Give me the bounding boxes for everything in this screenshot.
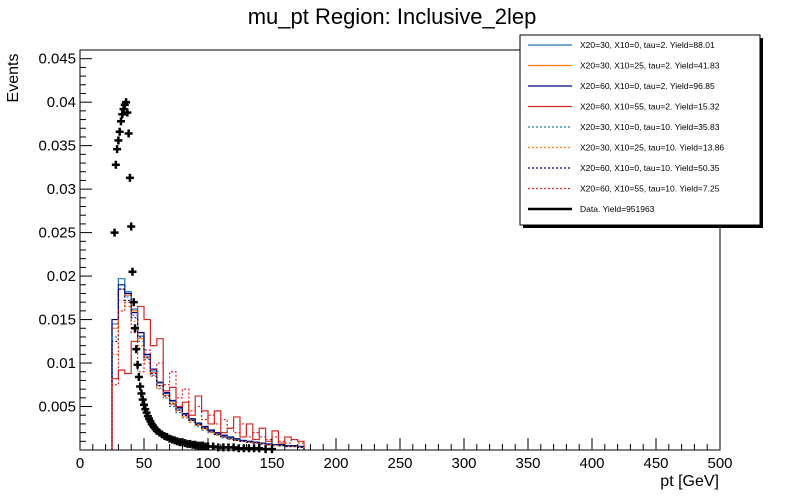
data-point: [114, 136, 123, 145]
data-point: [136, 382, 145, 391]
y-tick-label: 0.025: [38, 225, 76, 242]
y-tick-label: 0.045: [38, 51, 76, 68]
data-point: [122, 98, 131, 107]
data-point: [128, 267, 137, 276]
x-tick-label: 450: [643, 455, 668, 472]
x-tick-label: 250: [387, 455, 412, 472]
data-point: [134, 372, 143, 381]
y-tick-label: 0.03: [47, 181, 76, 198]
legend: X20=30, X10=0, tau=2. Yield=88.01 X20=30,…: [519, 34, 763, 228]
y-tick-label: 0.01: [47, 355, 76, 372]
x-tick-label: 0: [76, 455, 84, 472]
legend-entry-label: X20=30, X10=25, tau=2. Yield=41.83: [580, 61, 720, 71]
data-point: [116, 117, 125, 126]
data-point: [129, 298, 138, 307]
y-tick-label: 0.04: [47, 94, 76, 111]
x-tick-label: 500: [707, 455, 732, 472]
y-tick-label: 0.035: [38, 138, 76, 155]
x-tick-label: 300: [451, 455, 476, 472]
data-point: [110, 228, 119, 237]
legend-entry-label: X20=60, X10=55, tau=2. Yield=15.32: [580, 102, 720, 112]
data-point: [113, 145, 122, 154]
data-point: [127, 222, 136, 231]
histogram-series-8: [111, 301, 305, 450]
axes: 0 50 100 150 200 250 300 350 400 450 500 0.005 0.01 0…: [38, 51, 732, 472]
y-tick-label: 0.015: [38, 312, 76, 329]
histogram-series-7: [111, 288, 305, 450]
y-axis-label: Events: [5, 54, 22, 103]
legend-box: [519, 34, 761, 226]
histogram-series-6: [111, 299, 305, 450]
x-tick-label: 350: [515, 455, 540, 472]
x-tick-label: 200: [323, 455, 348, 472]
x-tick-label: 150: [259, 455, 284, 472]
data-point: [125, 173, 134, 182]
y-tick-label: 0.005: [38, 399, 76, 416]
legend-entry-label: X20=60, X10=0, tau=2. Yield=96.85: [580, 81, 715, 91]
legend-entry-label: Data. Yield=951963: [580, 204, 655, 214]
data-point: [123, 108, 132, 117]
legend-entry-label: X20=60, X10=0, tau=10. Yield=50.35: [580, 163, 720, 173]
x-tick-label: 50: [136, 455, 153, 472]
data-point: [115, 127, 124, 136]
chart-title: mu_pt Region: Inclusive_2lep: [248, 4, 537, 29]
data-point: [131, 324, 140, 333]
legend-entry-label: X20=30, X10=25, tau=10. Yield=13.86: [580, 143, 724, 153]
x-tick-label: 400: [579, 455, 604, 472]
data-point: [140, 400, 148, 409]
histogram-series-3: [111, 284, 305, 450]
histogram-series-5: [111, 284, 305, 450]
legend-entry-label: X20=30, X10=0, tau=10. Yield=35.83: [580, 122, 720, 132]
y-tick-label: 0.02: [47, 268, 76, 285]
data-point: [111, 160, 120, 169]
data-point: [124, 129, 133, 138]
data-point: [118, 110, 127, 119]
legend-entry-label: X20=60, X10=55, tau=10. Yield=7.25: [580, 184, 720, 194]
data-point: [132, 345, 141, 354]
data-point: [133, 360, 142, 369]
data-point: [137, 389, 146, 398]
x-tick-label: 100: [195, 455, 220, 472]
data-point: [138, 395, 147, 404]
legend-entry-label: X20=30, X10=0, tau=2. Yield=88.01: [580, 40, 715, 50]
x-axis-label: pt [GeV]: [660, 473, 719, 490]
